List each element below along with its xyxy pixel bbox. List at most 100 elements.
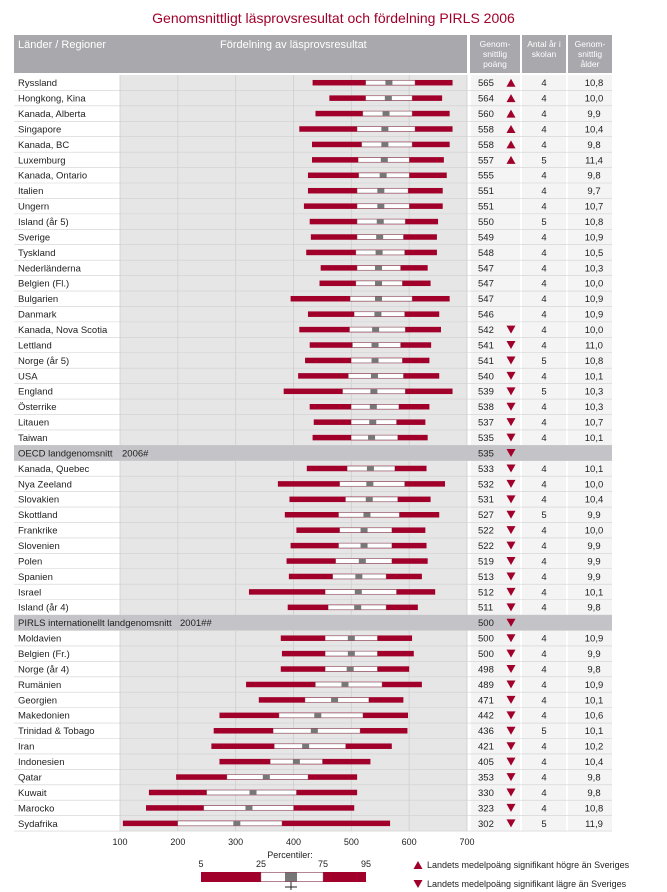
row-label-tyskland: Tyskland — [18, 248, 56, 259]
legend-percentiles-label: Percentiler: — [267, 850, 313, 860]
mean-value-sydafrika: 302 — [478, 819, 494, 830]
mean-value-rumanien: 489 — [478, 680, 494, 691]
years-value-danmark: 4 — [541, 310, 546, 321]
mean-marker-skottland — [363, 512, 371, 518]
mean-marker-bulgarien — [375, 296, 383, 301]
sig-up-icon — [506, 155, 516, 164]
x-tick-700: 700 — [459, 837, 474, 847]
mean-marker-italien — [377, 188, 385, 193]
x-tick-600: 600 — [402, 837, 417, 847]
row-label-usa: USA — [18, 371, 38, 382]
age-value-rumanien: 10,9 — [585, 680, 604, 691]
years-value-slovenien: 4 — [541, 541, 546, 552]
years-value-frankrike: 4 — [541, 526, 546, 537]
iqr-iran — [274, 743, 346, 749]
iqr-rumanien — [315, 682, 383, 687]
age-value-usa: 10,1 — [585, 371, 604, 382]
mean-marker-polen — [358, 558, 366, 564]
sig-down-icon — [506, 325, 516, 334]
sig-down-icon — [506, 618, 516, 627]
mean-marker-slovenien — [360, 543, 368, 548]
row-label-slovakien: Slovakien — [18, 495, 59, 506]
sig-down-icon — [506, 680, 516, 689]
mean-marker-frankrike — [360, 527, 368, 533]
age-value-kanada-nova-scotia: 10,0 — [585, 325, 604, 336]
mean-value-england: 539 — [478, 387, 494, 398]
years-value-osterrike: 4 — [541, 402, 546, 413]
legend-percentile-5: 5 — [198, 859, 203, 869]
mean-marker-norge-ar-4 — [346, 666, 354, 672]
years-value-hongkong-kina: 4 — [541, 94, 546, 105]
row-label-georgien: Georgien — [18, 695, 57, 706]
sig-up-icon — [506, 109, 516, 118]
mean-marker-kuwait — [249, 790, 257, 795]
years-value-ungern: 4 — [541, 202, 546, 213]
sig-down-icon — [506, 449, 516, 458]
legend-percentile-95: 95 — [361, 859, 371, 869]
years-value-england: 5 — [541, 387, 546, 398]
mean-value-spanien: 513 — [478, 572, 494, 583]
mean-value-norge-ar-4: 498 — [478, 664, 494, 675]
row-label-iran: Iran — [18, 742, 34, 753]
years-value-belgien-fr: 4 — [541, 649, 546, 660]
mean-value-kanada-bc: 558 — [478, 140, 494, 151]
header-mean: Genom-snittlig poäng — [470, 35, 520, 73]
years-value-lettland: 4 — [541, 340, 546, 351]
row-label-ungern: Ungern — [18, 202, 49, 213]
years-value-taiwan: 4 — [541, 433, 546, 444]
sig-down-icon — [506, 464, 516, 473]
chart-title: Genomsnittligt läsprovsresultat och förd… — [152, 10, 515, 26]
mean-marker-hongkong-kina — [384, 95, 392, 101]
row-label-kanada-nova-scotia: Kanada, Nova Scotia — [18, 325, 108, 336]
row-label-island-ar-4: Island (år 4) — [18, 603, 69, 614]
mean-marker-trinidad-tobago — [310, 728, 318, 734]
age-value-lettland: 11,0 — [585, 340, 603, 351]
row-label-kanada-quebec: Kanada, Quebec — [18, 464, 90, 475]
row-label-lettland: Lettland — [18, 340, 52, 351]
mean-marker-kanada-quebec — [366, 466, 374, 471]
age-value-slovenien: 9,9 — [587, 541, 600, 552]
mean-marker-ungern — [377, 203, 385, 209]
mean-marker-ryssland — [385, 80, 393, 85]
age-value-trinidad-tobago: 10,1 — [585, 726, 604, 737]
mean-value-sverige: 549 — [478, 232, 494, 243]
legend-down-icon — [413, 880, 423, 888]
years-value-indonesien: 4 — [541, 757, 546, 768]
mean-marker-iran — [302, 743, 310, 749]
age-value-spanien: 9,9 — [587, 572, 600, 583]
x-tick-400: 400 — [286, 837, 301, 847]
years-value-bulgarien: 4 — [541, 294, 546, 305]
years-value-slovakien: 4 — [541, 495, 546, 506]
age-value-kanada-quebec: 10,1 — [585, 464, 604, 475]
row-label-marocko: Marocko — [18, 803, 54, 814]
row-label-qatar: Qatar — [18, 772, 42, 783]
age-value-indonesien: 10,4 — [585, 757, 604, 768]
sig-down-icon — [506, 773, 516, 782]
mean-marker-spanien — [355, 574, 363, 579]
sig-down-icon — [506, 695, 516, 704]
avg-row-pirls-internationellt-landgenomsnitt — [14, 615, 612, 631]
mean-marker-slovakien — [365, 497, 373, 502]
x-tick-100: 100 — [112, 837, 127, 847]
mean-marker-singapore — [381, 126, 389, 132]
mean-value-island-ar-5: 550 — [478, 217, 494, 228]
years-value-usa: 4 — [541, 371, 546, 382]
age-value-qatar: 9,8 — [587, 772, 600, 783]
sig-down-icon — [506, 418, 516, 427]
row-label-hongkong-kina: Hongkong, Kina — [18, 94, 86, 105]
years-value-skottland: 5 — [541, 510, 546, 521]
age-value-skottland: 9,9 — [587, 510, 600, 521]
years-value-polen: 4 — [541, 556, 546, 567]
age-value-hongkong-kina: 10,0 — [585, 94, 604, 105]
years-value-nya-zeeland: 4 — [541, 479, 546, 490]
age-value-kanada-bc: 9,8 — [587, 140, 600, 151]
row-label-luxemburg: Luxemburg — [18, 155, 66, 166]
row-label-polen: Polen — [18, 556, 42, 567]
sig-down-icon — [506, 665, 516, 674]
age-value-sydafrika: 11,9 — [585, 819, 603, 830]
row-label-oecd-landgenomsnitt: OECD landgenomsnitt — [18, 448, 113, 459]
header-country: Länder / Regioner — [14, 35, 120, 73]
legend-percentile-25: 25 — [256, 859, 266, 869]
mean-value-kanada-nova-scotia: 542 — [478, 325, 494, 336]
